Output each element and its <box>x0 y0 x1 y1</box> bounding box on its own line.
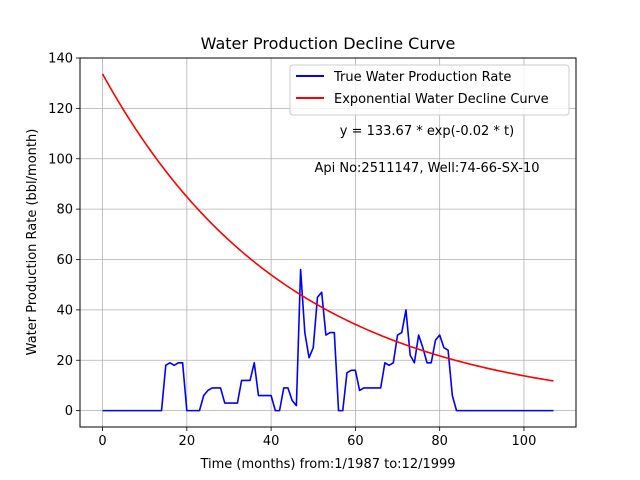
legend-box <box>289 64 570 116</box>
y-tick-label: 80 <box>56 203 73 218</box>
y-tick-label: 140 <box>48 52 73 67</box>
y-tick-label: 100 <box>48 152 73 167</box>
y-axis-ticks: 0 20 40 60 80 100 120 140 <box>48 52 80 419</box>
y-tick-label: 0 <box>65 404 73 419</box>
legend-label-true-rate: True Water Production Rate <box>333 70 511 85</box>
legend: True Water Production Rate Exponential W… <box>289 64 570 116</box>
x-axis-ticks: 0 20 40 60 80 100 <box>98 427 536 449</box>
y-tick-label: 60 <box>56 253 73 268</box>
y-tick-label: 120 <box>48 102 73 117</box>
true-water-production-line <box>102 268 554 412</box>
x-tick-label: 60 <box>347 434 364 449</box>
x-tick-label: 20 <box>179 434 196 449</box>
y-tick-label: 40 <box>56 303 73 318</box>
y-tick-label: 20 <box>56 354 73 369</box>
x-tick-label: 0 <box>98 434 106 449</box>
legend-label-exponential-curve: Exponential Water Decline Curve <box>334 92 549 107</box>
series-layer <box>101 73 554 412</box>
exponential-decline-curve-line <box>101 73 554 382</box>
x-tick-label: 100 <box>512 434 537 449</box>
chart-title: Water Production Decline Curve <box>201 34 456 53</box>
x-axis-label: Time (months) from:1/1987 to:12/1999 <box>199 457 455 472</box>
x-tick-label: 80 <box>431 434 448 449</box>
y-axis-label: Water Production Rate (bbl/month) <box>25 129 40 356</box>
plot-frame <box>79 57 577 428</box>
equation-annotation: y = 133.67 * exp(-0.02 * t) <box>340 124 514 139</box>
x-tick-label: 40 <box>263 434 280 449</box>
well-info-annotation: Api No:2511147, Well:74-66-SX-10 <box>314 161 539 176</box>
